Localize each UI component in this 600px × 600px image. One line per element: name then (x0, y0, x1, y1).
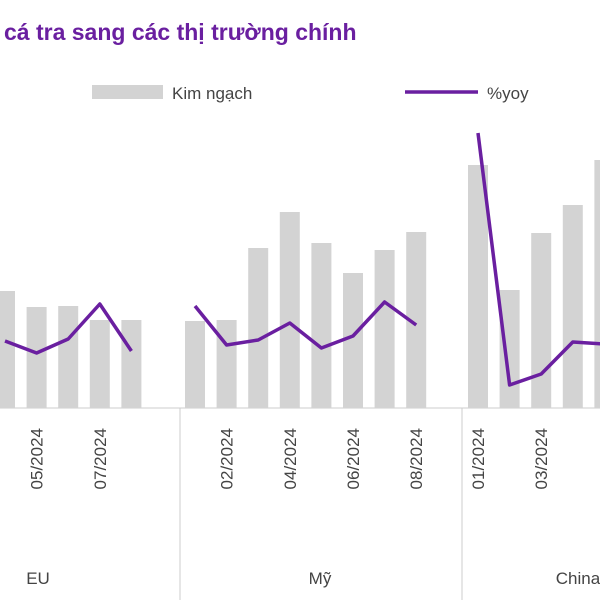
bar (279, 212, 300, 408)
group-label: China (556, 569, 600, 588)
bar (89, 320, 110, 408)
legend-swatch (92, 85, 163, 99)
chart-title: cá tra sang các thị trường chính (4, 19, 357, 45)
bar (499, 290, 520, 408)
x-tick-label: 08/2024 (407, 428, 426, 489)
bar (562, 205, 583, 408)
line (193, 300, 418, 350)
bar (311, 243, 332, 408)
bar (374, 250, 395, 408)
bar (26, 307, 47, 408)
bar (406, 232, 427, 408)
legend-label: Kim ngạch (172, 84, 252, 103)
x-tick-label: 07/2024 (91, 428, 110, 489)
line (476, 132, 600, 387)
x-tick-label: 02/2024 (218, 428, 237, 489)
bar (121, 320, 142, 408)
bar (594, 160, 600, 408)
x-tick-label: 03/2024 (532, 428, 551, 489)
x-tick-label: 01/2024 (469, 428, 488, 489)
bar (468, 165, 488, 408)
bar (343, 273, 363, 408)
bar (531, 233, 552, 408)
legend-label: %yoy (487, 84, 529, 103)
x-tick-label: 06/2024 (344, 428, 363, 489)
bar (58, 306, 79, 408)
line (4, 302, 133, 355)
x-tick-label: 05/2024 (28, 428, 47, 489)
bar (185, 321, 205, 408)
bar (0, 291, 15, 408)
bar (248, 248, 269, 408)
group-label: Mỹ (309, 569, 332, 588)
group-label: EU (26, 569, 50, 588)
bar (216, 320, 237, 408)
x-tick-label: 04/2024 (281, 428, 300, 489)
